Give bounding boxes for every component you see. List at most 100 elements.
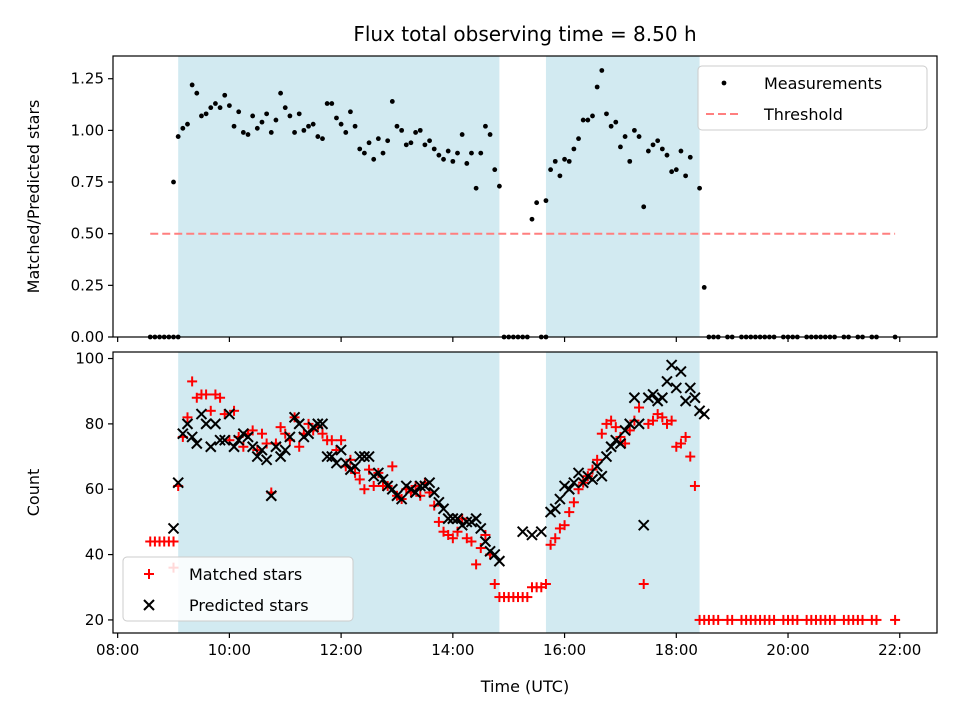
matched-star-point (489, 578, 500, 589)
measurement-point (464, 161, 470, 166)
measurement-point (180, 125, 186, 131)
measurement-point (282, 105, 288, 111)
predicted-star-point (260, 454, 273, 466)
predicted-star-point (167, 522, 180, 535)
predicted-star-point (554, 493, 566, 505)
measurement-point (478, 150, 484, 156)
matched-star-point (596, 428, 607, 439)
matched-star-point (666, 415, 677, 426)
measurement-point (371, 156, 377, 162)
measurement-point (259, 119, 265, 125)
predicted-star-point (354, 450, 366, 463)
matched-star-point (573, 484, 584, 495)
measurement-point (431, 146, 437, 152)
predicted-star-point (205, 441, 217, 453)
matched-star-point (559, 520, 570, 531)
measurement-point (552, 158, 558, 164)
matched-star-point (480, 529, 491, 540)
shaded-interval (545, 56, 700, 337)
predicted-star-point (395, 493, 408, 505)
measurement-point (669, 169, 675, 175)
matched-star-point (387, 461, 398, 472)
measurement-point (357, 146, 363, 152)
predicted-star-point (568, 476, 580, 489)
matched-star-point (648, 415, 659, 426)
measurement-point (231, 123, 237, 129)
measurement-point (226, 103, 232, 108)
matched-star-point (317, 428, 328, 439)
measurement-point (264, 111, 270, 117)
predicted-star-point (684, 382, 696, 394)
measurement-point (203, 111, 209, 117)
measurement-point (199, 113, 204, 119)
measurement-point (175, 134, 181, 139)
predicted-star-point (200, 418, 212, 430)
measurement-point (627, 158, 633, 164)
y-axis-label: Count (24, 469, 43, 517)
measurement-point (422, 142, 428, 148)
measurement-point (213, 101, 218, 106)
predicted-star-point (493, 555, 506, 567)
matched-star-point (685, 451, 696, 462)
predicted-star-point (526, 529, 538, 541)
measurement-point (348, 109, 353, 115)
predicted-star-point (689, 392, 701, 404)
predicted-star-point (358, 450, 371, 463)
predicted-star-point (172, 476, 184, 489)
measurement-point (171, 179, 176, 185)
matched-star-point (540, 578, 551, 589)
predicted-star-point (591, 460, 603, 473)
predicted-star-point (447, 512, 459, 525)
matched-star-point (201, 389, 212, 400)
y-tick-label: 0.75 (71, 173, 104, 191)
measurement-point (208, 105, 214, 111)
predicted-star-point (214, 434, 226, 446)
x-tick-label: 18:00 (655, 641, 698, 659)
measurement-point (487, 132, 493, 137)
measurement-point (608, 123, 614, 129)
matched-star-point (610, 422, 621, 433)
measurement-point (576, 136, 581, 142)
predicted-star-point (698, 408, 710, 420)
matched-star-point (550, 533, 561, 544)
measurement-point (250, 113, 256, 119)
predicted-star-point (316, 418, 329, 430)
predicted-star-point (246, 441, 259, 453)
y-tick-label: 60 (85, 480, 104, 498)
matched-star-point (466, 536, 477, 547)
predicted-star-point (605, 441, 617, 453)
measurement-point (697, 185, 702, 191)
matched-star-point (871, 614, 882, 625)
y-tick-label: 1.00 (71, 121, 104, 139)
predicted-star-point (665, 359, 678, 371)
predicted-star-point (256, 444, 268, 456)
matched-star-point (326, 435, 337, 446)
predicted-star-point (442, 512, 454, 525)
measurement-point (194, 90, 200, 96)
measurement-point (613, 119, 619, 125)
measurement-point (240, 130, 246, 135)
x-tick-label: 10:00 (208, 641, 251, 659)
matched-star-point (592, 454, 603, 465)
measurement-point (394, 123, 400, 129)
predicted-star-point (409, 486, 422, 499)
predicted-star-point (479, 535, 492, 548)
measurement-point (687, 154, 693, 160)
matched-star-point (247, 425, 258, 436)
measurement-point (222, 92, 228, 98)
predicted-star-point (596, 470, 608, 482)
measurement-point (217, 105, 223, 111)
measurement-point (375, 136, 381, 142)
matched-star-point (256, 428, 267, 439)
predicted-star-point (186, 431, 198, 443)
measurement-point (469, 150, 474, 156)
predicted-star-point (647, 388, 659, 401)
matched-star-point (689, 480, 700, 491)
axes-frame (112, 351, 938, 634)
legend-marker-matched (144, 569, 154, 579)
measurement-point (566, 158, 572, 164)
predicted-star-point (661, 375, 673, 388)
measurement-point (650, 142, 656, 148)
predicted-star-point (377, 473, 389, 486)
measurement-point (413, 130, 418, 135)
